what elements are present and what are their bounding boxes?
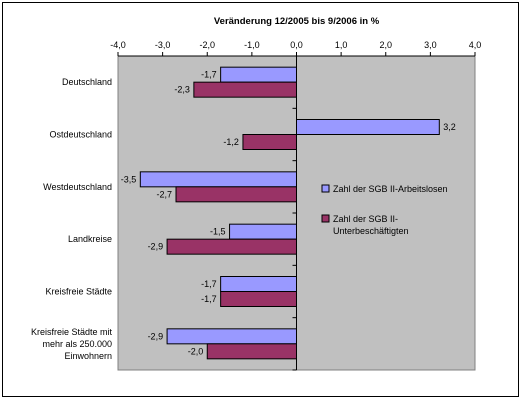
x-tick-label: -4,0 [110,40,126,50]
x-tick-label: 3,0 [424,40,437,50]
category-label-line: Westdeutschland [43,182,112,192]
bar-series-1 [220,66,297,83]
data-label: -2,3 [174,85,190,95]
legend-label-line: Unterbeschäftigten [333,226,409,236]
data-label: -2,7 [156,189,172,199]
category-label-line: Landkreise [68,234,112,244]
bar-series-2 [166,238,297,255]
data-label: -1,2 [223,137,239,147]
category-label-line: Einwohnern [64,351,112,361]
category-label: Deutschland [62,77,112,87]
x-tick-label: -1,0 [244,40,260,50]
bar-series-1 [220,276,297,292]
bar-series-1 [139,171,297,188]
x-tick-label: 1,0 [335,40,348,50]
x-tick-label: -2,0 [199,40,215,50]
data-label: -2,9 [148,331,164,341]
legend-label: Zahl der SGB II-Arbeitslosen [333,184,448,194]
data-label: -2,0 [188,346,204,356]
category-label: Kreisfreie Städte [45,287,112,297]
bar-series-1 [296,119,440,135]
legend-label-line: Zahl der SGB II-Arbeitslosen [333,184,448,194]
chart-title: Veränderung 12/2005 bis 9/2006 in % [214,16,380,27]
legend-label-line: Zahl der SGB II- [333,214,398,224]
data-label: -2,9 [148,242,164,252]
category-label-line: mehr als 250.000 [42,339,112,349]
bar-series-2 [242,134,297,150]
data-label: -3,5 [121,174,137,184]
data-label: 3,2 [443,122,456,132]
data-label: -1,7 [201,294,217,304]
legend-swatch [321,214,330,223]
category-label-line: Kreisfreie Städte [45,287,112,297]
bar-series-1 [166,328,297,345]
bar-series-2 [220,291,297,307]
category-label: Kreisfreie Städte mit mehr als 250.000 Ein… [31,327,113,361]
category-label-line: Deutschland [62,77,112,87]
bar-series-2 [193,81,297,98]
category-label: Landkreise [68,234,112,244]
category-label-line: Ostdeutschland [49,130,112,140]
bar-series-1 [229,223,297,240]
x-tick-label: 2,0 [379,40,392,50]
category-label-line: Kreisfreie Städte mit [31,327,113,337]
x-tick-label: 0,0 [290,40,303,50]
legend-label: Zahl der SGB II- Unterbeschäftigten [333,214,409,236]
data-label: -1,7 [201,70,217,80]
legend-swatch [321,184,330,193]
x-tick-label: -3,0 [155,40,171,50]
data-label: -1,7 [201,279,217,289]
bar-series-2 [206,343,297,360]
category-label: Westdeutschland [43,182,112,192]
bar-series-2 [175,186,297,203]
x-tick-label: 4,0 [469,40,482,50]
data-label: -1,5 [210,227,226,237]
category-label: Ostdeutschland [49,130,112,140]
